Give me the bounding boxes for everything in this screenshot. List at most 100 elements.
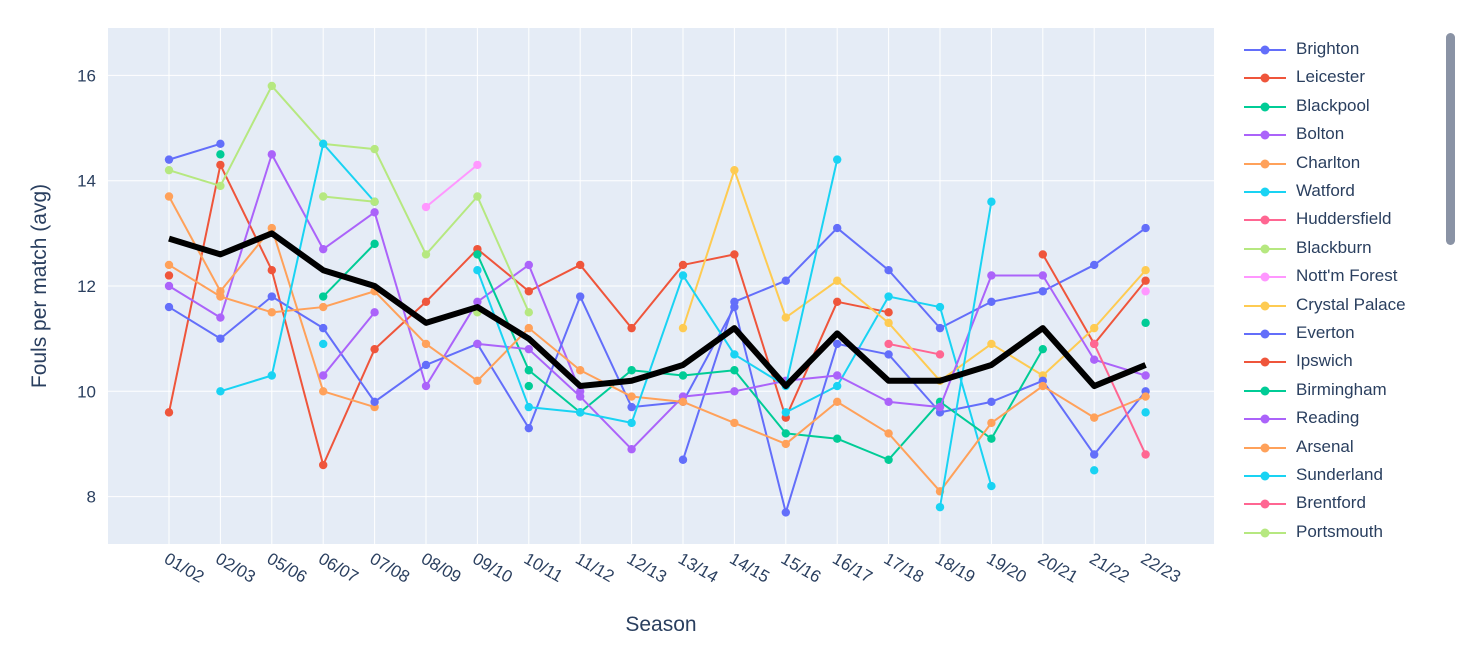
data-point xyxy=(421,202,431,212)
legend-swatch xyxy=(1244,272,1286,282)
data-point xyxy=(473,376,482,385)
legend-label: Blackpool xyxy=(1296,95,1370,115)
data-point xyxy=(884,429,893,438)
data-point xyxy=(370,144,379,154)
data-point xyxy=(370,344,379,354)
legend-item[interactable]: Leicester xyxy=(1236,64,1436,88)
data-point xyxy=(987,434,996,443)
data-point xyxy=(524,323,533,333)
data-point xyxy=(884,266,893,275)
legend-item[interactable]: Everton xyxy=(1236,320,1436,344)
data-point xyxy=(1090,260,1099,270)
legend-label: Nott'm Forest xyxy=(1296,266,1398,286)
legend-swatch-marker xyxy=(1260,215,1270,225)
data-point xyxy=(833,276,842,285)
data-point xyxy=(473,192,482,201)
data-point xyxy=(1141,450,1150,459)
x-tick-label: 12/13 xyxy=(624,549,670,587)
legend-label: Watford xyxy=(1296,181,1355,200)
data-point xyxy=(421,381,431,391)
data-point xyxy=(576,392,585,401)
y-tick-label: 8 xyxy=(87,488,96,507)
legend-item[interactable]: Huddersfield xyxy=(1236,206,1436,230)
data-point xyxy=(833,381,842,391)
series-crystal-palace xyxy=(678,165,1150,385)
data-point xyxy=(987,339,996,349)
series-nott-m-forest xyxy=(421,160,1150,296)
data-point xyxy=(319,460,328,470)
series-watford xyxy=(319,292,1099,491)
legend-scrollbar[interactable] xyxy=(1446,33,1455,245)
legend-swatch xyxy=(1244,414,1286,424)
data-point xyxy=(576,260,585,270)
legend-item[interactable]: Portsmouth xyxy=(1236,519,1436,543)
legend-item[interactable]: Reading xyxy=(1236,405,1436,429)
series-birmingham xyxy=(216,150,1150,464)
legend-item[interactable]: Bolton xyxy=(1236,121,1436,145)
series-line xyxy=(220,142,376,393)
x-tick-label: 09/10 xyxy=(469,549,515,587)
data-point xyxy=(678,371,688,380)
x-tick-label: 05/06 xyxy=(264,549,310,587)
legend-label: Leicester xyxy=(1296,67,1365,87)
legend-item[interactable]: Brentford xyxy=(1236,490,1436,514)
x-tick-label: 10/11 xyxy=(521,549,566,586)
legend-swatch-marker xyxy=(1260,244,1270,254)
data-point xyxy=(524,344,533,354)
data-point xyxy=(216,150,225,159)
data-point xyxy=(781,276,790,285)
legend-item[interactable]: Birmingham xyxy=(1236,377,1436,401)
data-point xyxy=(884,397,893,407)
legend-item[interactable]: Arsenal xyxy=(1236,434,1436,458)
legend-swatch-marker xyxy=(1260,414,1270,424)
data-point xyxy=(267,150,276,159)
x-tick-label: 01/02 xyxy=(161,549,207,587)
series-line xyxy=(682,169,1147,382)
data-point xyxy=(627,445,636,454)
data-point xyxy=(1141,266,1150,275)
data-point xyxy=(1090,413,1099,422)
legend-label: Reading xyxy=(1296,408,1360,428)
legend-swatch xyxy=(1244,386,1286,396)
legend-item[interactable]: Blackburn xyxy=(1236,235,1436,259)
legend-swatch-marker xyxy=(1260,499,1270,509)
legend-item[interactable]: Blackpool xyxy=(1236,93,1436,117)
x-tick-label: 22/23 xyxy=(1138,549,1184,587)
legend-item[interactable]: Charlton xyxy=(1236,150,1436,174)
data-point xyxy=(833,155,842,164)
data-point xyxy=(216,181,225,191)
legend-item[interactable]: Nott'm Forest xyxy=(1236,263,1436,287)
data-point xyxy=(1090,450,1099,459)
data-point xyxy=(473,266,482,275)
data-point xyxy=(1038,344,1048,354)
series-ipswich xyxy=(164,271,174,280)
legend-label: Birmingham xyxy=(1296,379,1387,399)
data-point xyxy=(987,418,996,428)
data-point xyxy=(833,434,842,443)
y-tick-label: 10 xyxy=(77,382,96,401)
series-brentford xyxy=(1090,339,1150,459)
data-point xyxy=(1038,287,1048,296)
data-point xyxy=(730,302,739,312)
x-tick-label: 20/21 xyxy=(1035,549,1081,587)
data-point xyxy=(319,339,328,349)
series-bolton xyxy=(164,150,585,396)
legend-item[interactable]: Watford xyxy=(1236,178,1436,202)
data-point xyxy=(524,287,533,296)
legend-label: Sunderland xyxy=(1296,465,1383,484)
data-point xyxy=(884,455,893,464)
legend-item[interactable]: Ipswich xyxy=(1236,348,1436,372)
data-point xyxy=(987,297,996,306)
data-point xyxy=(216,139,225,149)
x-tick-label: 18/19 xyxy=(932,549,978,587)
legend-item[interactable]: Sunderland xyxy=(1236,462,1436,486)
data-point xyxy=(267,81,276,91)
data-point xyxy=(267,223,276,233)
legend-swatch-marker xyxy=(1260,159,1270,169)
data-point xyxy=(678,271,688,280)
legend-label: Arsenal xyxy=(1296,436,1354,456)
x-axis-ticks: 01/02 02/03 05/06 06/07 07/08 08/09 09/10 10/11… xyxy=(161,549,1184,587)
legend-item[interactable]: Crystal Palace xyxy=(1236,292,1436,316)
legend-item[interactable]: Brighton xyxy=(1236,36,1436,60)
